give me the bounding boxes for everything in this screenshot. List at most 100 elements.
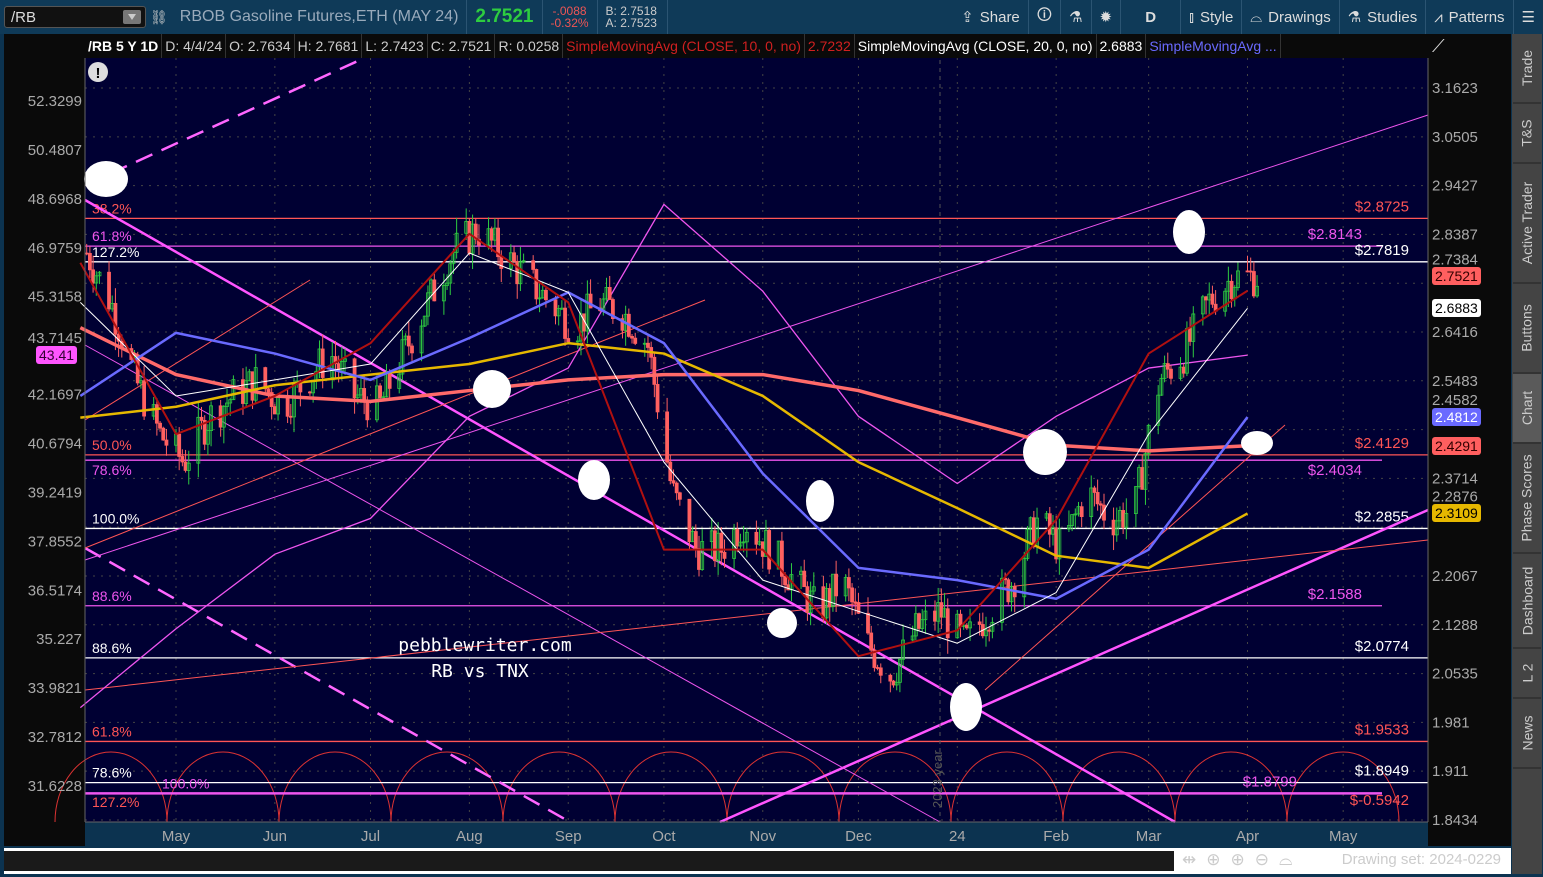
level-price-label: $2.8143 bbox=[1308, 226, 1362, 243]
info-button[interactable]: 🛈 bbox=[1029, 0, 1062, 34]
cycle-arc bbox=[1174, 751, 1288, 823]
drawing-set[interactable]: Drawing set: 2024-0229 bbox=[1341, 851, 1501, 868]
sidebar-tab-label: Dashboard bbox=[1519, 566, 1535, 635]
x-axis-tick: Sep bbox=[555, 828, 582, 845]
left-axis-tick: 45.3158 bbox=[28, 289, 82, 306]
sidebar-tab-chart[interactable]: Chart bbox=[1513, 374, 1541, 444]
symbol-selector[interactable]: /RB bbox=[4, 6, 146, 28]
crosshair-icon[interactable]: ⊕ bbox=[1206, 850, 1231, 869]
right-axis-tick: 1.981 bbox=[1432, 714, 1470, 731]
drawings-button[interactable]: ⌓ Drawings bbox=[1242, 0, 1340, 34]
sidebar-tab-dashboard[interactable]: Dashboard bbox=[1513, 554, 1541, 649]
period-button[interactable]: D bbox=[1121, 0, 1182, 34]
candle-body bbox=[400, 339, 405, 375]
right-axis-tick: 2.7384 bbox=[1432, 251, 1478, 268]
candle-body bbox=[968, 621, 972, 629]
candle-body bbox=[898, 658, 902, 683]
candle-body bbox=[1169, 368, 1173, 379]
zoom-in-icon[interactable]: ⊕ bbox=[1230, 850, 1255, 869]
level-price-label: $1.9533 bbox=[1355, 721, 1409, 738]
share-icon: ⇪ bbox=[961, 9, 974, 26]
candle-body bbox=[142, 380, 147, 417]
chart-symbol: /RB 5 Y 1D bbox=[85, 34, 163, 58]
candle-body bbox=[209, 405, 213, 431]
candle-body bbox=[228, 399, 233, 404]
sidebar-tab-trade[interactable]: Trade bbox=[1513, 34, 1541, 104]
candle-body bbox=[987, 629, 992, 632]
level-price-label: $2.2855 bbox=[1355, 508, 1409, 525]
sma20-label[interactable]: SimpleMovingAvg (CLOSE, 20, 0, no) bbox=[855, 34, 1097, 58]
candle-body bbox=[821, 586, 826, 619]
sma3-label[interactable]: SimpleMovingAvg ... bbox=[1146, 34, 1281, 58]
sidebar-tab-label: Chart bbox=[1519, 390, 1536, 426]
sidebar-tab-t-s[interactable]: T&S bbox=[1513, 104, 1541, 164]
chart-settings-icon[interactable]: ⟋ bbox=[1432, 36, 1445, 56]
candle-body bbox=[888, 674, 893, 682]
sma10-label[interactable]: SimpleMovingAvg (CLOSE, 10, 0, no) bbox=[563, 34, 805, 58]
settings-button[interactable]: ✹ bbox=[1092, 0, 1122, 34]
candle-body bbox=[1245, 270, 1250, 273]
x-axis-tick: Oct bbox=[652, 828, 676, 845]
candle-body bbox=[1143, 453, 1148, 490]
horizontal-scrollbar[interactable] bbox=[4, 851, 1174, 871]
instrument-description: RBOB Gasoline Futures,ETH (MAY 24) bbox=[172, 0, 468, 34]
right-axis-tick: 2.8387 bbox=[1432, 226, 1478, 243]
sidebar-tab-phase-scores[interactable]: Phase Scores bbox=[1513, 444, 1541, 554]
style-button[interactable]: ⫾ Style bbox=[1181, 0, 1243, 34]
cycle-arc bbox=[502, 751, 616, 823]
cycle-arc bbox=[278, 751, 392, 823]
bottom-bar: ⇹⊕⊕⊖⌓ Drawing set: 2024-0229 bbox=[4, 848, 1511, 874]
candle-body bbox=[744, 531, 749, 543]
right-axis-tick: 2.4582 bbox=[1432, 392, 1478, 409]
candle-body bbox=[107, 271, 111, 310]
alert-icon[interactable] bbox=[88, 62, 108, 82]
candle-body bbox=[1146, 424, 1151, 455]
sidebar-tab-news[interactable]: News bbox=[1513, 699, 1541, 769]
price-badge: 2.4812 bbox=[1432, 407, 1481, 426]
left-axis-tick: 37.8552 bbox=[28, 533, 82, 550]
plot-background bbox=[85, 58, 1428, 822]
candle-body bbox=[556, 308, 561, 317]
sma10-line bbox=[79, 232, 1249, 658]
candle-body bbox=[161, 427, 166, 441]
studies-header: /RB 5 Y 1D D: 4/4/24 O: 2.7634 H: 2.7681… bbox=[85, 34, 1428, 58]
menu-button[interactable]: ☰ bbox=[1514, 0, 1543, 34]
expand-icon[interactable]: ⇹ bbox=[1182, 850, 1207, 869]
candle-body bbox=[646, 342, 650, 348]
sidebar-tab-buttons[interactable]: Buttons bbox=[1513, 284, 1541, 374]
sidebar-tab-label: Active Trader bbox=[1519, 181, 1536, 265]
candle-body bbox=[154, 404, 159, 424]
sidebar-tab-active-trader[interactable]: Active Trader bbox=[1513, 164, 1541, 284]
level-price-label: $2.0774 bbox=[1355, 638, 1409, 655]
studies-button[interactable]: ⚗ Studies bbox=[1340, 0, 1427, 34]
chevron-down-icon[interactable] bbox=[123, 10, 141, 24]
sidebar-tab-label: L 2 bbox=[1518, 663, 1535, 683]
level-pct-label: 38.2% bbox=[92, 200, 132, 216]
patterns-button[interactable]: ⩘ Patterns bbox=[1426, 0, 1514, 34]
candle-body bbox=[754, 531, 759, 545]
candle-body bbox=[263, 367, 268, 390]
tnx-badge: 43.41 bbox=[36, 346, 78, 365]
x-axis-tick: Jul bbox=[361, 828, 380, 845]
last-price: 2.7521 bbox=[467, 0, 543, 34]
link-icon[interactable]: ⛓ bbox=[150, 8, 168, 25]
drawings-icon[interactable]: ⌓ bbox=[1279, 850, 1303, 869]
candle-body bbox=[1092, 487, 1097, 493]
zoom-out-icon[interactable]: ⊖ bbox=[1254, 850, 1279, 869]
candle-body bbox=[891, 680, 896, 686]
price-chart[interactable]: $-0.5942 127.2% $2.8725 38.2% $2.8143 61.8% $2… bbox=[0, 0, 1512, 848]
candle-body bbox=[1067, 525, 1071, 530]
sidebar-tab-l-2[interactable]: L 2 bbox=[1513, 649, 1541, 699]
sma-blue-line bbox=[79, 291, 1249, 601]
share-button[interactable]: ⇪ Share bbox=[953, 0, 1029, 34]
list-icon: ☰ bbox=[1521, 9, 1535, 26]
candle-body bbox=[454, 232, 459, 253]
sidebar-tab-label: Phase Scores bbox=[1519, 454, 1536, 542]
candle-body bbox=[846, 577, 851, 589]
flask-button[interactable]: ⚗ bbox=[1061, 0, 1092, 34]
candles bbox=[84, 208, 1259, 693]
candle-body bbox=[588, 293, 593, 309]
candle-body bbox=[432, 279, 437, 302]
candle-body bbox=[910, 635, 915, 641]
candle-body bbox=[700, 541, 705, 570]
